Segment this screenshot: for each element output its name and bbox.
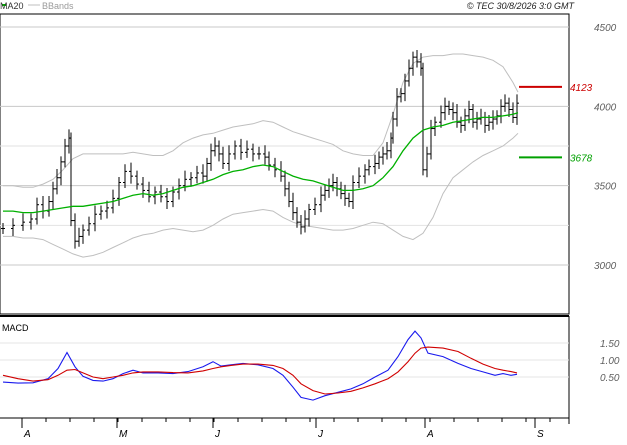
macd-title: MACD bbox=[2, 323, 29, 333]
bollinger-bands bbox=[3, 53, 519, 258]
macd-tick-label: 1.00 bbox=[600, 356, 620, 367]
macd-line bbox=[2, 330, 518, 401]
time-tick-label: S bbox=[537, 429, 544, 440]
bband-line bbox=[3, 53, 519, 188]
price-tick-label: 4500 bbox=[594, 23, 617, 34]
macd-lines bbox=[2, 330, 518, 401]
time-tick-label: J bbox=[317, 429, 324, 440]
price-level-label: 3678 bbox=[570, 153, 593, 164]
price-levels: 4123 3678 bbox=[519, 83, 593, 164]
price-level-label: 4123 bbox=[570, 83, 593, 94]
time-tick-label: A bbox=[426, 429, 434, 440]
frame bbox=[0, 13, 570, 424]
price-tick-label: 3000 bbox=[594, 261, 617, 272]
macd-tick-label: 1.50 bbox=[600, 339, 620, 350]
time-tick-label: A bbox=[23, 429, 31, 440]
bbands-legend-label: BBands bbox=[42, 1, 74, 11]
price-grid bbox=[0, 26, 569, 266]
signal-line bbox=[2, 346, 518, 395]
ma-legend-label: MA20 bbox=[0, 1, 24, 11]
price-tick-label: 3500 bbox=[594, 182, 617, 193]
price-y-axis: 4500 4000 3500 3000 bbox=[594, 23, 617, 272]
time-tick-label: J bbox=[214, 429, 221, 440]
copyright-label: © TEC 30/8/2026 3:0 GMT bbox=[467, 1, 576, 11]
price-bars bbox=[1, 50, 519, 249]
legend: MA20 BBands © TEC 30/8/2026 3:0 GMT bbox=[0, 1, 575, 11]
time-tick-label: M bbox=[119, 429, 128, 440]
macd-tick-label: 0.50 bbox=[600, 373, 620, 384]
macd-y-axis: 1.50 1.00 0.50 bbox=[600, 339, 620, 384]
moving-average bbox=[3, 112, 519, 214]
ma20-line bbox=[3, 112, 519, 214]
price-tick-label: 4000 bbox=[594, 102, 617, 113]
price-panel-border bbox=[0, 13, 570, 315]
bband-line bbox=[3, 132, 519, 258]
